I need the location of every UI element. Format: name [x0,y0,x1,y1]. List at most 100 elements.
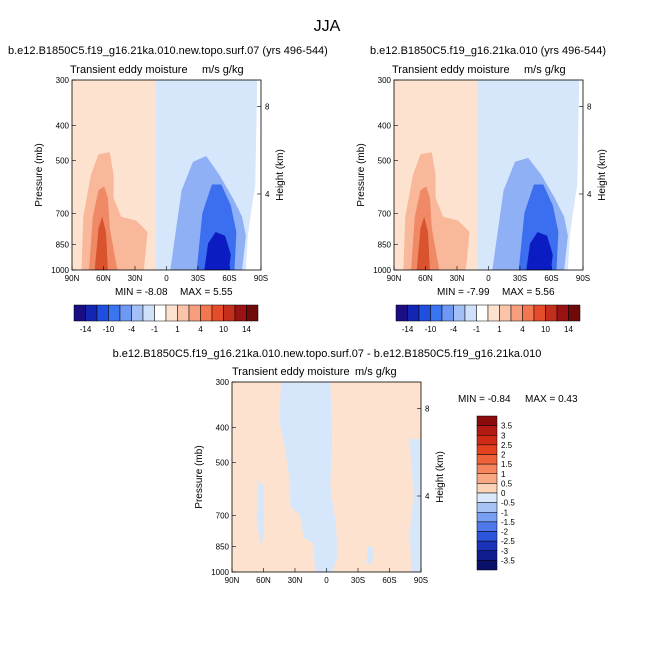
colorbar-swatch [119,304,132,322]
colorbar-swatch [476,454,498,465]
panel-1-colorbar: -14 -10 -4 -1 1 4 10 14 [73,304,259,334]
colorbar-label: -1 [473,325,481,334]
colorbar-swatch [246,304,259,322]
colorbar-label: -0.5 [501,499,515,508]
y-right-axis-title: Height (km) [597,149,608,201]
colorbar-label: -10 [103,325,115,334]
colorbar-swatch [211,304,224,322]
colorbar-swatch [177,304,190,322]
y-tick-label: 500 [378,157,392,166]
colorbar-label: 3.5 [501,422,513,431]
colorbar-swatch [96,304,109,322]
panel-3-left-label: Transient eddy moisture [232,366,350,378]
colorbar-swatch [165,304,178,322]
y-tick-label: 300 [378,76,392,85]
y-tick-label: 400 [378,121,392,130]
x-tick-label: 30S [351,576,365,585]
y-tick-label: 700 [378,210,392,219]
colorbar-label: 14 [242,325,251,334]
colorbar-label: 0.5 [501,479,513,488]
y-tick-label: 850 [56,240,70,249]
colorbar-label: -2 [501,528,509,537]
colorbar-swatch [188,304,201,322]
panel-2-max-label: MAX = 5.56 [502,287,555,298]
y-right-tick-label: 4 [265,190,270,199]
colorbar-swatch [499,304,512,322]
x-tick-label: 90S [576,274,590,283]
panel-3-right-label: m/s g/kg [355,366,397,378]
colorbar-label: 1 [175,325,180,334]
colorbar-swatch [430,304,443,322]
y-tick-label: 300 [216,378,230,387]
colorbar-label: -4 [128,325,136,334]
colorbar-label: 2.5 [501,441,513,450]
colorbar-swatch [476,304,489,322]
x-tick-label: 90N [65,274,80,283]
colorbar-label: 0 [501,489,506,498]
colorbar-swatch [476,483,498,494]
colorbar-label: -3 [501,547,509,556]
colorbar-swatch [487,304,500,322]
colorbar-label: 1.5 [501,460,513,469]
panel-2-contours [394,80,580,270]
x-tick-label: 30S [191,274,205,283]
x-tick-label: 60N [418,274,433,283]
panel-3-min-label: MIN = -0.84 [458,394,511,405]
y-tick-label: 700 [216,512,230,521]
x-tick-label: 90S [414,576,428,585]
colorbar-swatch [234,304,247,322]
colorbar-label: -3.5 [501,556,515,565]
colorbar-swatch [441,304,454,322]
contour-region-3 [256,480,265,546]
y-tick-label: 300 [56,76,70,85]
colorbar-swatch [476,425,498,436]
y-tick-label: 500 [56,157,70,166]
colorbar-label: 2 [501,451,506,460]
y-right-axis-title: Height (km) [435,451,446,503]
x-tick-label: 90S [254,274,268,283]
x-tick-label: 60S [222,274,236,283]
colorbar-swatch [533,304,546,322]
colorbar-label: -4 [450,325,458,334]
panel-3-colorbar: 3.532.521.510.50-0.5-1-1.5-2-2.5-3-3.5 [476,415,515,571]
colorbar-label: -14 [80,325,92,334]
panel-2-colorbar: -14 -10 -4 -1 1 4 10 14 [395,304,581,334]
colorbar-label: -10 [425,325,437,334]
x-tick-label: 0 [486,274,491,283]
figure-title: JJA [313,18,341,35]
colorbar-swatch [453,304,466,322]
contour-region-4 [366,545,374,565]
colorbar-swatch [407,304,420,322]
panel-1-plot: 90N 60N 30N 0 30S 60S 90S 300 400 500 700 850 1000 8 4… [34,76,286,283]
contour-region-9 [526,232,553,270]
x-tick-label: 60N [96,274,111,283]
colorbar-swatch [522,304,535,322]
panel-3-plot: 90N 60N 30N 0 30S 60S 90S 300 400 500 700 850 1000 8 4… [194,378,446,585]
y-tick-label: 1000 [51,266,69,275]
colorbar-swatch [476,560,498,571]
panel-1-min-label: MIN = -8.08 [115,287,168,298]
colorbar-swatch [476,435,498,446]
panel-1-right-label: m/s g/kg [202,64,244,76]
colorbar-label: 4 [198,325,203,334]
colorbar-swatch [476,521,498,532]
y-tick-label: 400 [56,121,70,130]
colorbar-label: -1 [501,508,509,517]
colorbar-swatch [476,550,498,561]
y-tick-label: 1000 [373,266,391,275]
colorbar-swatch [142,304,155,322]
panel-2-left-label: Transient eddy moisture [392,64,510,76]
panel-1-max-label: MAX = 5.55 [180,287,233,298]
colorbar-swatch [418,304,431,322]
x-tick-label: 30N [288,576,303,585]
y-tick-label: 850 [378,240,392,249]
panel-2-plot: 90N 60N 30N 0 30S 60S 90S 300 400 500 700 850 1000 8 4… [356,76,608,283]
y-right-tick-label: 8 [425,405,430,414]
colorbar-swatch [200,304,213,322]
colorbar-label: 10 [541,325,550,334]
colorbar-swatch [476,415,498,426]
colorbar-swatch [73,304,86,322]
contour-region-5 [416,216,430,270]
y-right-tick-label: 8 [587,103,592,112]
